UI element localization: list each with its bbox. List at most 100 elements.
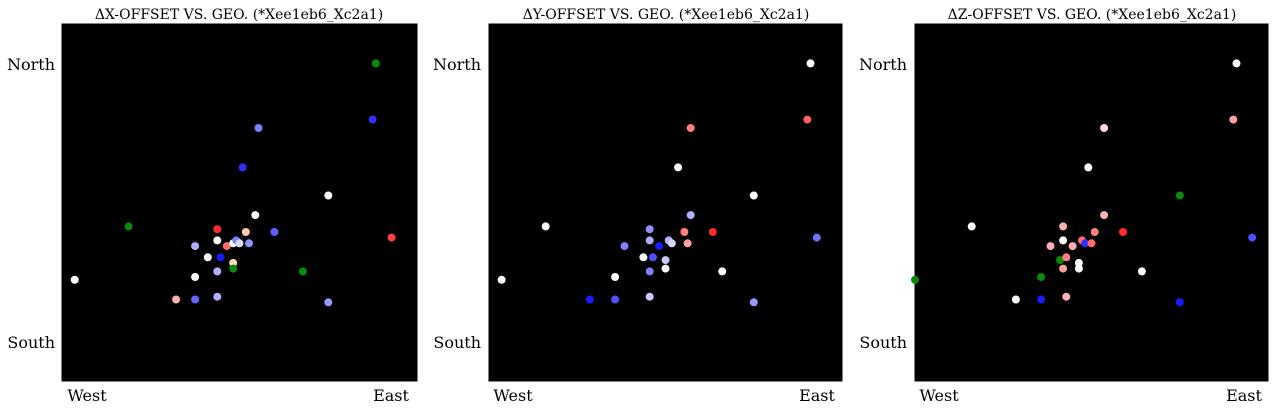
x-tick-label: West [493,386,533,405]
scatter-point [222,242,231,251]
scatter-point [124,222,133,231]
chart-title: ΔX-OFFSET VS. GEO. (*Xee1eb6_Xc2a1) [95,7,383,23]
scatter-point [667,239,676,248]
scatter-point [661,264,670,273]
scatter-point [674,163,683,172]
panel-dz: ΔZ-OFFSET VS. GEO. (*Xee1eb6_Xc2a1) Nort… [859,7,1269,405]
scatter-point [368,115,377,124]
scatter-point [683,239,692,248]
scatter-point [324,191,333,200]
scatter-point [213,292,222,301]
plot-area [488,23,843,382]
scatter-point [686,211,695,220]
scatter-point [645,225,654,234]
scatter-point [324,298,333,307]
scatter-point [1059,222,1068,231]
x-tick-label: East [373,386,409,405]
scatter-point [241,228,250,236]
chart-title: ΔZ-OFFSET VS. GEO. (*Xee1eb6_Xc2a1) [948,7,1237,23]
scatter-point [1119,228,1127,236]
scatter-point [254,124,263,132]
scatter-point [1087,239,1096,248]
scatter-point [216,253,225,262]
scatter-point [1037,273,1046,281]
scatter-point [1232,59,1241,68]
points-layer [497,59,821,307]
scatter-point [639,253,648,262]
scatter-point [645,267,654,276]
scatter-point [371,59,380,68]
scatter-point [1062,292,1071,301]
x-tick-label: West [67,386,107,405]
scatter-point [541,222,550,231]
y-tick-label: North [7,55,55,74]
scatter-point [1100,211,1109,220]
scatter-point [1248,233,1257,242]
y-tick-label: North [859,55,907,74]
scatter-point [298,267,307,276]
scatter-point [191,295,200,304]
scatter-point [620,242,629,251]
scatter-point [718,267,727,276]
scatter-point [1081,239,1090,248]
scatter-point [213,236,222,245]
plot-area [61,23,418,382]
scatter-point [172,295,181,304]
scatter-point [1175,191,1184,200]
scatter-point [655,242,664,251]
scatter-point [812,233,821,242]
scatter-point [245,239,253,248]
scatter-point [1037,295,1046,304]
scatter-point [229,258,238,267]
scatter-point [251,211,260,220]
scatter-point [1229,115,1238,124]
x-tick-label: East [1226,386,1262,405]
scatter-point [1068,242,1077,251]
scatter-point [1175,298,1184,307]
x-tick-label: West [919,386,959,405]
scatter-point [1046,242,1055,251]
plot-area [914,23,1269,382]
scatter-point [203,253,212,262]
panel-dy: ΔY-OFFSET VS. GEO. (*Xee1eb6_Xc2a1) Nort… [433,7,843,405]
scatter-point [1059,236,1068,245]
points-layer [911,59,1257,307]
y-tick-label: South [433,333,481,352]
scatter-point [645,236,654,245]
scatter-point [1056,256,1064,265]
scatter-point [803,115,812,124]
scatter-point [213,225,222,234]
scatter-point [611,295,620,304]
scatter-point [1137,267,1146,276]
scatter-point [661,256,670,265]
y-tick-label: North [433,55,481,74]
scatter-point [1074,258,1083,267]
scatter-point [1062,253,1071,262]
scatter-point [680,228,689,236]
scatter-point [1074,264,1083,273]
scatter-point [387,233,396,242]
scatter-point [1100,124,1109,132]
scatter-point [1011,295,1020,304]
scatter-point [749,191,758,200]
scatter-point [686,124,695,132]
scatter-point [648,253,657,262]
scatter-point [191,273,200,281]
points-layer [70,59,396,307]
panel-dx: ΔX-OFFSET VS. GEO. (*Xee1eb6_Xc2a1) Nort… [7,7,418,405]
scatter-point [229,264,238,273]
scatter-point [1090,228,1099,236]
x-tick-label: East [799,386,835,405]
scatter-point [611,273,620,281]
scatter-point [1084,163,1093,172]
scatter-point [911,275,919,284]
scatter-point [708,228,717,236]
scatter-point [213,267,222,276]
scatter-point [585,295,594,304]
scatter-point [749,298,758,307]
y-tick-label: South [859,333,907,352]
scatter-point [806,59,815,68]
scatter-point [645,292,654,301]
scatter-point [967,222,976,231]
